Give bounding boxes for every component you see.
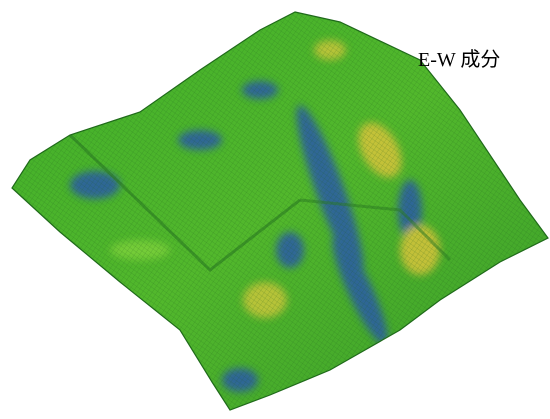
figure: E-W 成分 <box>0 0 550 419</box>
component-label: E-W 成分 <box>418 48 500 71</box>
